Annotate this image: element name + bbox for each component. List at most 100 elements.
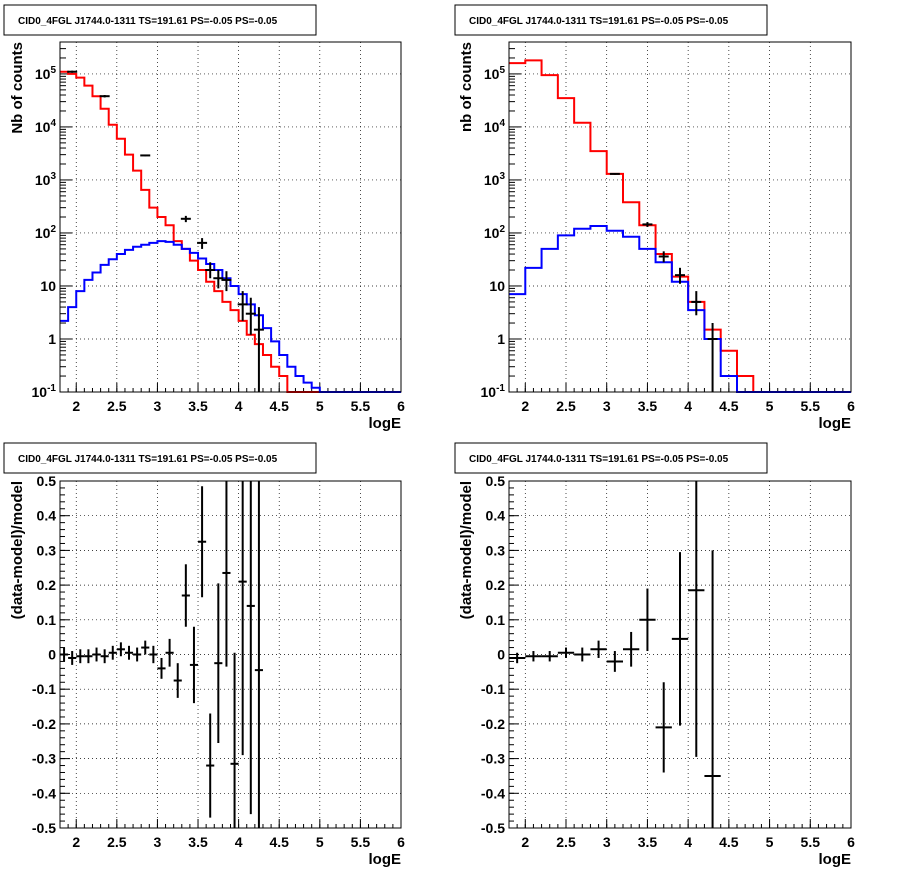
y-tick-label: 0.1 xyxy=(486,612,506,628)
data-point xyxy=(140,154,151,157)
y-tick-label: 0.4 xyxy=(486,508,506,524)
residual-point xyxy=(214,583,223,743)
x-tick-label: 4.5 xyxy=(719,398,739,414)
residual-point xyxy=(254,481,263,828)
data-point xyxy=(197,238,208,249)
x-tick-label: 4 xyxy=(684,834,692,850)
x-tick-label: 4.5 xyxy=(269,398,289,414)
residual-point xyxy=(92,647,101,662)
data-point xyxy=(237,291,248,321)
model-total-histogram xyxy=(60,70,401,393)
residual-point xyxy=(639,588,656,652)
title-box xyxy=(3,4,317,36)
y-axis-label: (data-model)/model xyxy=(9,481,26,619)
y-tick-label: 102 xyxy=(484,224,506,241)
y-tick-label: 1 xyxy=(48,331,56,347)
residual-point xyxy=(68,651,77,665)
residual-point xyxy=(671,552,689,726)
y-axis-label: Nb of counts xyxy=(9,42,26,134)
x-tick-label: 2.5 xyxy=(556,834,576,850)
residual-point xyxy=(149,645,158,664)
residual-point xyxy=(100,649,109,664)
y-tick-label: 0.1 xyxy=(37,612,57,628)
x-tick-label: 5 xyxy=(316,398,324,414)
data-point xyxy=(67,70,78,73)
residual-point xyxy=(206,713,215,818)
y-tick-label: -0.1 xyxy=(481,681,505,697)
residual-point xyxy=(165,638,174,667)
title-box xyxy=(3,442,317,474)
data-point xyxy=(675,267,685,284)
x-tick-label: 2 xyxy=(72,398,80,414)
x-tick-label: 3 xyxy=(154,834,162,850)
residual-point xyxy=(173,663,182,698)
residual-point xyxy=(60,647,69,662)
x-tick-label: 3.5 xyxy=(188,834,208,850)
plot-title: CID0_4FGL J1744.0-1311 TS=191.61 PS=-0.0… xyxy=(469,454,729,465)
data-point xyxy=(221,271,232,292)
residual-point xyxy=(557,647,575,658)
plot-frame xyxy=(59,480,402,829)
plot-frame xyxy=(59,41,402,393)
y-tick-label: 10 xyxy=(40,278,56,294)
residual-point xyxy=(623,631,640,667)
source-model-histogram xyxy=(60,240,401,393)
x-tick-label: 3 xyxy=(154,398,162,414)
y-tick-label: 0.2 xyxy=(486,577,506,593)
plot-panel-1: CID0_4FGL J1744.0-1311 TS=191.61 PS=-0.0… xyxy=(3,4,405,432)
x-tick-label: 3.5 xyxy=(188,398,208,414)
y-tick-label: 0 xyxy=(48,647,56,663)
data-point xyxy=(253,307,264,392)
y-axis-label: (data-model)/model xyxy=(458,481,475,619)
x-tick-label: 6 xyxy=(397,398,405,414)
residual-point xyxy=(541,651,558,662)
y-tick-label: 0.3 xyxy=(486,542,506,558)
y-tick-label: -0.5 xyxy=(32,820,56,836)
residual-point xyxy=(133,647,142,662)
data-point xyxy=(707,323,718,392)
y-tick-label: -0.5 xyxy=(481,820,505,836)
residual-point xyxy=(76,649,85,664)
y-tick-label: 10-1 xyxy=(32,383,57,400)
x-tick-label: 4 xyxy=(235,398,243,414)
plot-title: CID0_4FGL J1744.0-1311 TS=191.61 PS=-0.0… xyxy=(469,16,729,27)
plot-title: CID0_4FGL J1744.0-1311 TS=191.61 PS=-0.0… xyxy=(18,16,278,27)
data-point xyxy=(205,262,216,279)
y-tick-label: 10-1 xyxy=(481,383,506,400)
data-point xyxy=(609,172,620,175)
residual-point xyxy=(189,626,199,704)
plot-frame xyxy=(508,480,852,829)
y-tick-label: 103 xyxy=(35,171,57,188)
data-point xyxy=(245,297,256,335)
y-tick-label: -0.1 xyxy=(32,681,56,697)
x-axis-label: logE xyxy=(819,851,852,868)
residual-point xyxy=(108,645,117,660)
residual-point xyxy=(238,481,247,756)
plot-panel-3: CID0_4FGL J1744.0-1311 TS=191.61 PS=-0.0… xyxy=(3,442,405,868)
residual-point xyxy=(509,652,526,664)
y-tick-label: 0.5 xyxy=(486,473,506,489)
x-tick-label: 2.5 xyxy=(556,398,576,414)
data-point xyxy=(691,291,702,316)
residual-point xyxy=(84,649,93,664)
y-tick-label: 105 xyxy=(484,65,506,82)
y-tick-label: 0.2 xyxy=(37,577,57,593)
x-tick-label: 5 xyxy=(766,398,774,414)
x-tick-label: 6 xyxy=(847,398,855,414)
x-tick-label: 3.5 xyxy=(638,398,658,414)
y-tick-label: -0.4 xyxy=(481,785,505,801)
x-tick-label: 4 xyxy=(235,834,243,850)
data-point xyxy=(213,270,224,289)
y-tick-label: 105 xyxy=(35,65,57,82)
x-tick-label: 3.5 xyxy=(638,834,658,850)
x-axis-label: logE xyxy=(819,415,852,432)
x-axis-label: logE xyxy=(369,415,402,432)
x-axis-label: logE xyxy=(369,851,402,868)
x-tick-label: 5.5 xyxy=(351,834,371,850)
y-tick-label: -0.2 xyxy=(481,716,505,732)
x-tick-label: 4.5 xyxy=(719,834,739,850)
x-tick-label: 5.5 xyxy=(351,398,371,414)
y-tick-label: -0.2 xyxy=(32,716,56,732)
y-axis-label: nb of counts xyxy=(458,42,475,132)
